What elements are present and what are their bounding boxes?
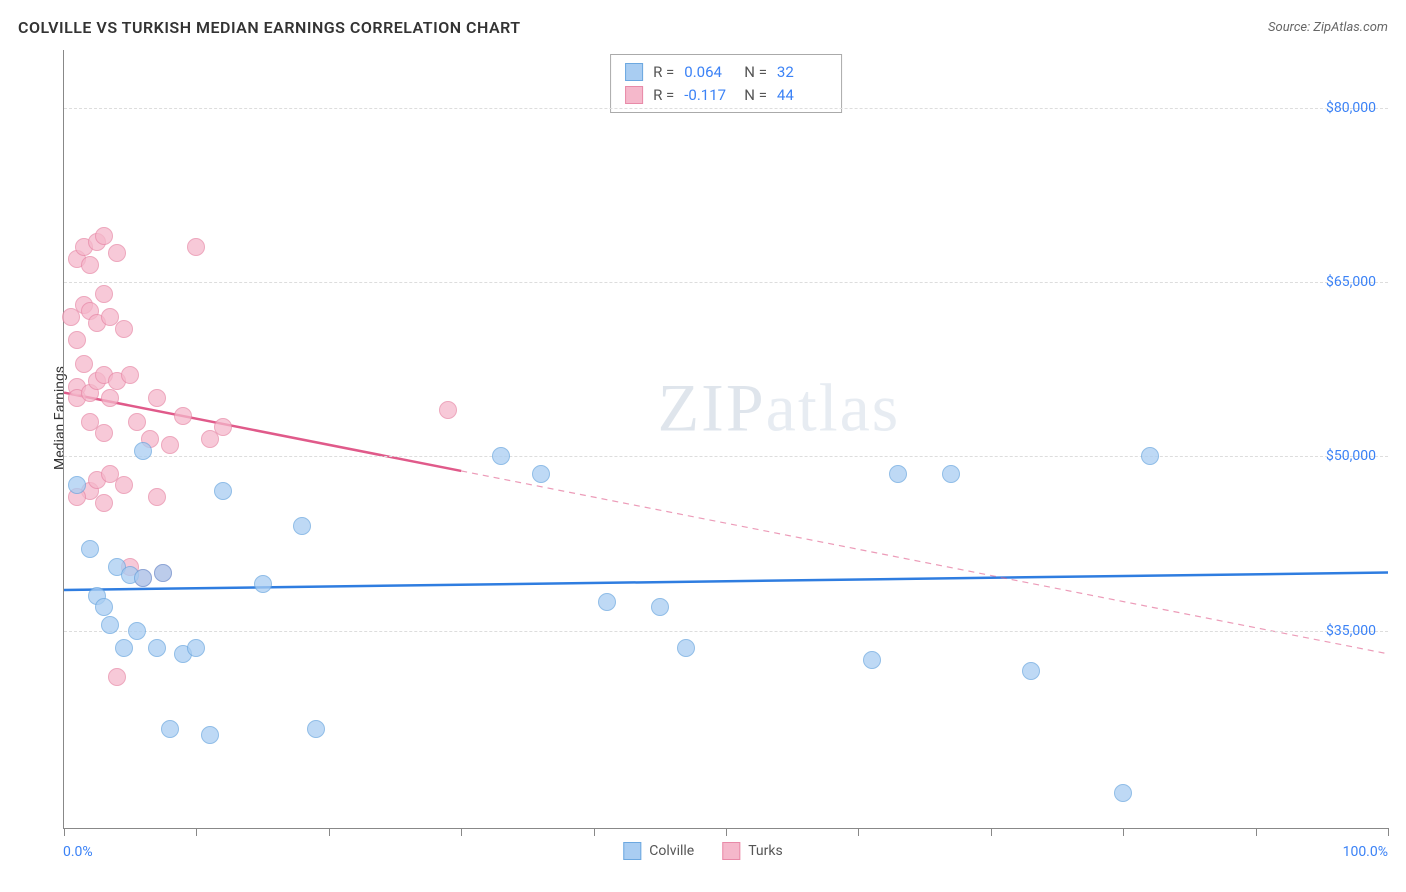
stat-n-value: 44 [777,84,827,107]
data-point [677,639,695,657]
data-point [68,331,86,349]
data-point [148,389,166,407]
data-point [889,465,907,483]
data-point [128,413,146,431]
data-point [598,593,616,611]
stat-r-value: 0.064 [684,61,734,84]
x-tick [1256,828,1257,836]
data-point [108,668,126,686]
data-point [254,575,272,593]
data-point [187,238,205,256]
watermark: ZIPatlas [658,368,901,447]
data-point [148,639,166,657]
data-point [134,442,152,460]
y-tick-label: $50,000 [1326,448,1376,464]
gridline [64,631,1388,632]
chart-title: COLVILLE VS TURKISH MEDIAN EARNINGS CORR… [18,18,521,37]
data-point [95,285,113,303]
watermark-thin: atlas [766,369,901,445]
data-point [307,720,325,738]
data-point [115,476,133,494]
data-point [439,401,457,419]
data-point [863,651,881,669]
legend-item: Colville [623,842,694,860]
legend-item: Turks [722,842,783,860]
x-tick [858,828,859,836]
data-point [95,227,113,245]
watermark-bold: ZIP [658,369,766,445]
stat-r-label: R = [653,61,674,84]
stat-n-label: N = [744,84,767,107]
data-point [81,540,99,558]
plot-area: ZIPatlas R = 0.064 N = 32 R = -0.117 N = 44 $35… [63,50,1388,829]
data-point [161,436,179,454]
data-point [115,320,133,338]
data-point [95,494,113,512]
gridline [64,108,1388,109]
data-point [187,639,205,657]
chart-container: Median Earnings ZIPatlas R =0.064N =32R … [18,50,1388,874]
data-point [201,726,219,744]
data-point [121,366,139,384]
y-tick-label: $65,000 [1326,274,1376,290]
legend-swatch [625,63,643,81]
data-point [101,616,119,634]
source-label: Source: ZipAtlas.com [1268,20,1388,35]
stats-row: R = -0.117 N = 44 [625,84,827,107]
data-point [75,355,93,373]
stat-r-label: R = [653,84,674,107]
gridline [64,456,1388,457]
data-point [95,424,113,442]
x-tick [461,828,462,836]
data-point [95,598,113,616]
legend-label: Turks [748,843,783,859]
data-point [214,482,232,500]
data-point [942,465,960,483]
x-tick [64,828,65,836]
legend-swatch [722,842,740,860]
data-point [161,720,179,738]
data-point [81,256,99,274]
legend-label: Colville [649,843,694,859]
data-point [134,569,152,587]
trend-lines [64,50,1388,828]
data-point [108,244,126,262]
data-point [154,564,172,582]
data-point [101,389,119,407]
data-point [115,639,133,657]
data-point [214,418,232,436]
x-tick [1388,828,1389,836]
y-tick-label: $80,000 [1326,100,1376,116]
gridline [64,282,1388,283]
stats-legend: R = 0.064 N = 32 R = -0.117 N = 44 [610,54,842,113]
stats-row: R = 0.064 N = 32 [625,61,827,84]
stat-r-value: -0.117 [684,84,734,107]
data-point [1022,662,1040,680]
data-point [1114,784,1132,802]
data-point [148,488,166,506]
data-point [293,517,311,535]
data-point [532,465,550,483]
x-tick-label: 100.0% [1343,844,1388,860]
x-tick-label: 0.0% [63,844,93,860]
data-point [492,447,510,465]
data-point [651,598,669,616]
data-point [174,407,192,425]
bottom-legend: Colville Turks [623,842,782,860]
y-tick-label: $35,000 [1326,623,1376,639]
stat-n-label: N = [744,61,767,84]
x-tick [329,828,330,836]
stat-n-value: 32 [777,61,827,84]
legend-swatch [625,86,643,104]
data-point [68,476,86,494]
x-tick [1123,828,1124,836]
data-point [1141,447,1159,465]
legend-swatch [623,842,641,860]
x-tick [594,828,595,836]
x-tick [726,828,727,836]
x-tick [991,828,992,836]
data-point [128,622,146,640]
x-tick [196,828,197,836]
